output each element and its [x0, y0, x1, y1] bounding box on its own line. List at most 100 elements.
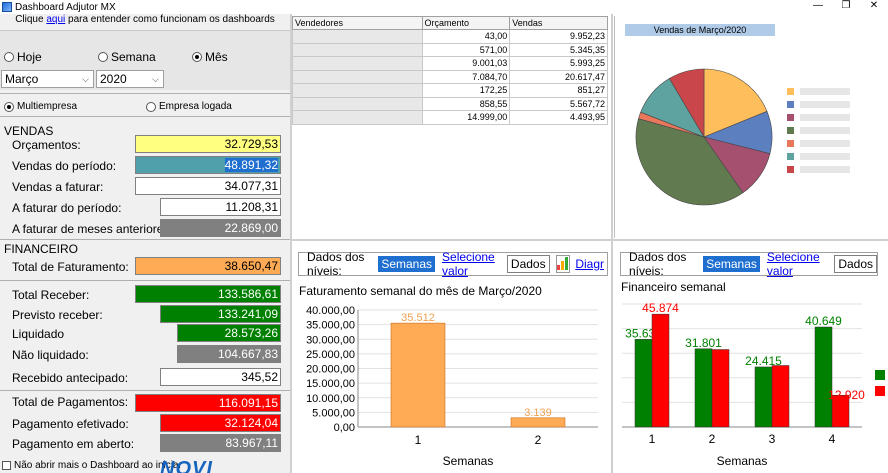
col-vendas[interactable]: Vendas [509, 16, 608, 30]
legend-name [800, 152, 850, 160]
pie-slice[interactable] [668, 68, 705, 139]
help-prefix: Clique [15, 14, 47, 25]
maximize-button[interactable]: ❐ [841, 0, 851, 11]
col-orcamento[interactable]: Orçamento [421, 16, 511, 30]
semanas-button[interactable]: Semanas [703, 256, 760, 272]
radio-mes[interactable]: Mês [192, 50, 228, 64]
orcamento-cell: 43,00 [421, 29, 511, 44]
table-row[interactable]: 43,00 9.952,23 [292, 29, 608, 44]
bar[interactable] [814, 326, 833, 428]
dados-button[interactable]: Dados [834, 255, 877, 273]
orcamentos-value[interactable]: 32.729,53 [135, 135, 281, 153]
selecione-valor-link[interactable]: Selecione valor [442, 250, 495, 278]
table-row[interactable]: 9.001,03 5.993,25 [292, 56, 608, 71]
bar[interactable] [831, 394, 850, 428]
divider [0, 239, 290, 240]
table-row[interactable]: 7.084,70 20.617,47 [292, 69, 608, 84]
semanas-button[interactable]: Semanas [378, 256, 436, 272]
faturar-periodo-label: A faturar do período: [12, 201, 122, 215]
liquidado-value[interactable]: 28.573,26 [177, 324, 281, 342]
minimize-button[interactable]: — [813, 0, 823, 11]
radio-label: Multiempresa [17, 101, 78, 112]
vendas-cell: 851,27 [509, 83, 608, 98]
radio-multiempresa[interactable]: Multiempresa [4, 101, 77, 112]
help-link[interactable]: aqui [46, 14, 66, 25]
selecione-valor-link[interactable]: Selecione valor [766, 250, 820, 278]
table-row[interactable]: 571,00 5.345,35 [292, 42, 608, 57]
divider [0, 93, 290, 94]
year-select[interactable]: 2020 ⌵ [96, 70, 164, 88]
diagrama-link[interactable]: Diagr [575, 257, 604, 271]
vendas-cell: 9.952,23 [509, 29, 608, 44]
bar-value-label: 40.649 [805, 314, 842, 328]
legend-item [787, 125, 850, 135]
chart-title-financeiro: Financeiro semanal [621, 280, 726, 294]
radio-dot [98, 52, 108, 62]
x-tick-label: 3 [769, 432, 776, 446]
orcamentos-label: Orçamentos: [12, 138, 81, 152]
legend-item [787, 138, 850, 148]
chevron-down-icon: ⌵ [152, 74, 159, 84]
legend-swatch [787, 113, 794, 121]
nao-liquidado-value[interactable]: 104.667,83 [177, 345, 281, 363]
vendas-faturar-value[interactable]: 34.077,31 [135, 177, 281, 195]
bar[interactable] [651, 313, 670, 428]
legend-item [787, 151, 850, 161]
legend-swatch [787, 100, 794, 108]
y-tick-label: 0,00 [334, 422, 355, 434]
bar[interactable] [754, 366, 773, 428]
radio-empresa-logada[interactable]: Empresa logada [146, 101, 232, 112]
pagamento-efetivado-value[interactable]: 32.124,04 [160, 414, 281, 432]
legend-swatch [787, 165, 794, 173]
divider [0, 116, 290, 117]
bar[interactable] [694, 348, 713, 428]
faturamento-bar-chart: 0,00 5.000,00 10.000,00 15.000,00 20.000,00 2… [306, 305, 598, 468]
financeiro-title: FINANCEIRO [4, 242, 79, 256]
legend-name [800, 139, 850, 147]
bar[interactable] [510, 417, 566, 428]
radio-semana[interactable]: Semana [98, 50, 156, 64]
close-button[interactable]: ✕ [869, 0, 879, 11]
liquidado-label: Liquidado [12, 327, 65, 341]
month-select[interactable]: Março ⌵ [1, 70, 94, 88]
radio-hoje[interactable]: Hoje [4, 50, 42, 64]
bar[interactable] [634, 339, 653, 428]
orcamento-cell: 14.999,00 [421, 110, 511, 125]
total-faturamento-value[interactable]: 38.650,47 [135, 257, 281, 275]
vendedor-cell [292, 83, 423, 98]
table-row[interactable]: 172,25 851,27 [292, 83, 608, 98]
vendas-periodo-value[interactable]: 48.891,32 [135, 156, 281, 174]
dados-button[interactable]: Dados [506, 255, 550, 273]
splitter-horizontal[interactable] [292, 239, 888, 241]
previsto-receber-value[interactable]: 133.241,09 [160, 305, 281, 323]
checkbox-box [2, 461, 11, 470]
pie-slice[interactable] [703, 68, 768, 138]
novi-logo: NOVI [160, 458, 213, 473]
pagamento-aberto-value[interactable]: 83.967,11 [160, 434, 281, 452]
pie-slice[interactable] [635, 118, 744, 206]
splitter-left[interactable] [290, 14, 292, 473]
faturar-anteriores-value[interactable]: 22.869,00 [160, 219, 281, 237]
dont-open-checkbox[interactable]: Não abrir mais o Dashboard ao iniciar [2, 460, 182, 471]
levels-toolbar-right: Dados dos níveis: Semanas Selecione valo… [620, 250, 878, 278]
col-vendedores[interactable]: Vendedores [292, 16, 423, 30]
total-receber-value[interactable]: 133.586,61 [135, 285, 281, 303]
faturar-periodo-value[interactable]: 11.208,31 [160, 198, 281, 216]
bar-chart-icon[interactable] [555, 255, 571, 273]
app-icon [2, 2, 12, 12]
legend-swatch [787, 139, 794, 147]
vendedor-cell [292, 29, 423, 44]
bar[interactable] [390, 322, 446, 428]
vendedor-cell [292, 56, 423, 71]
recebido-antecipado-value[interactable]: 345,52 [160, 368, 281, 386]
legend-name [800, 126, 850, 134]
vendedor-cell [292, 110, 423, 125]
table-row[interactable]: 14.999,00 4.493,95 [292, 110, 608, 125]
bar[interactable] [771, 365, 790, 428]
bar[interactable] [711, 349, 730, 428]
splitter-middle[interactable] [611, 14, 613, 473]
legend-item [787, 99, 850, 109]
table-row[interactable]: 858,55 5.567,72 [292, 96, 608, 111]
x-tick-label: 1 [649, 432, 656, 446]
total-pagamentos-value[interactable]: 116.091,15 [135, 394, 281, 412]
